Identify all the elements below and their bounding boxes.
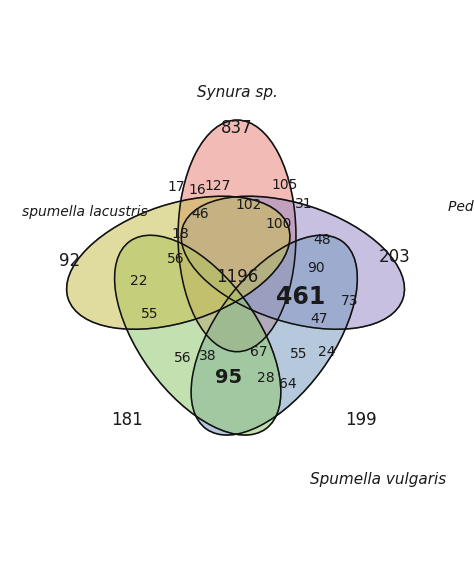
Text: 64: 64 (279, 377, 296, 391)
Text: 46: 46 (192, 207, 210, 222)
Text: 92: 92 (59, 252, 80, 270)
Ellipse shape (115, 235, 281, 435)
Text: 48: 48 (313, 233, 331, 247)
Text: 55: 55 (290, 347, 307, 361)
Text: 67: 67 (250, 345, 268, 359)
Text: spumella lacustris: spumella lacustris (22, 205, 147, 219)
Text: 24: 24 (318, 345, 336, 359)
Text: 28: 28 (257, 371, 275, 385)
Text: 55: 55 (141, 307, 158, 321)
Text: 102: 102 (235, 198, 261, 212)
Text: 56: 56 (174, 351, 192, 365)
Text: 38: 38 (199, 349, 217, 363)
Text: 56: 56 (167, 252, 184, 266)
Text: 100: 100 (265, 218, 292, 231)
Text: 203: 203 (378, 248, 410, 266)
Text: 18: 18 (171, 227, 189, 241)
Text: 73: 73 (341, 294, 359, 308)
Ellipse shape (178, 120, 296, 352)
Text: Spumella vulgaris: Spumella vulgaris (310, 472, 446, 488)
Text: 31: 31 (295, 197, 313, 211)
Text: 837: 837 (221, 119, 253, 137)
Text: 181: 181 (111, 411, 143, 429)
Text: 105: 105 (272, 178, 298, 192)
Text: 127: 127 (204, 179, 230, 193)
Text: 22: 22 (130, 274, 147, 288)
Text: 47: 47 (310, 312, 328, 327)
Text: 199: 199 (345, 411, 377, 429)
Text: 17: 17 (167, 180, 184, 194)
Text: Pedospumella encys: Pedospumella encys (448, 200, 474, 214)
Ellipse shape (191, 235, 357, 435)
Text: Synura sp.: Synura sp. (197, 85, 277, 100)
Ellipse shape (67, 196, 290, 329)
Text: 95: 95 (215, 368, 242, 387)
Text: 1196: 1196 (216, 268, 258, 286)
Text: 16: 16 (188, 183, 206, 198)
Text: 90: 90 (307, 261, 324, 275)
Ellipse shape (181, 196, 404, 329)
Text: 461: 461 (276, 285, 326, 309)
